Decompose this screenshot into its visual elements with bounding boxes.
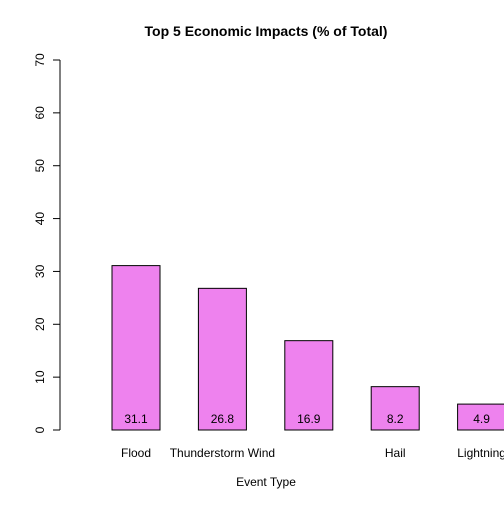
x-tick-label: Thunderstorm Wind <box>170 446 275 460</box>
y-tick-label: 40 <box>33 212 47 226</box>
x-tick-label: Hail <box>385 446 406 460</box>
bar-value-label: 26.8 <box>211 412 235 426</box>
y-tick-label: 70 <box>33 53 47 67</box>
x-tick-label: Lightning <box>457 446 504 460</box>
y-tick-label: 50 <box>33 159 47 173</box>
bar-value-label: 16.9 <box>297 412 321 426</box>
y-tick-label: 10 <box>33 370 47 384</box>
bar-value-label: 8.2 <box>387 412 404 426</box>
chart-title: Top 5 Economic Impacts (% of Total) <box>145 23 388 39</box>
y-tick-label: 0 <box>33 426 47 433</box>
y-axis: 0 10 20 30 40 50 60 70 <box>33 53 60 433</box>
y-tick-label: 20 <box>33 317 47 331</box>
x-tick-label: Flood <box>121 446 151 460</box>
bar <box>112 266 160 430</box>
x-axis-title: Event Type <box>236 475 296 489</box>
bar-value-label: 31.1 <box>124 412 148 426</box>
y-tick-label: 60 <box>33 106 47 120</box>
bar-value-label: 4.9 <box>473 412 490 426</box>
y-tick-label: 30 <box>33 264 47 278</box>
bar <box>198 288 246 430</box>
bars: 31.1 26.8 16.9 8.2 4.9 <box>112 266 504 430</box>
x-axis-labels: Flood Thunderstorm Wind Hail Lightning <box>121 446 504 460</box>
